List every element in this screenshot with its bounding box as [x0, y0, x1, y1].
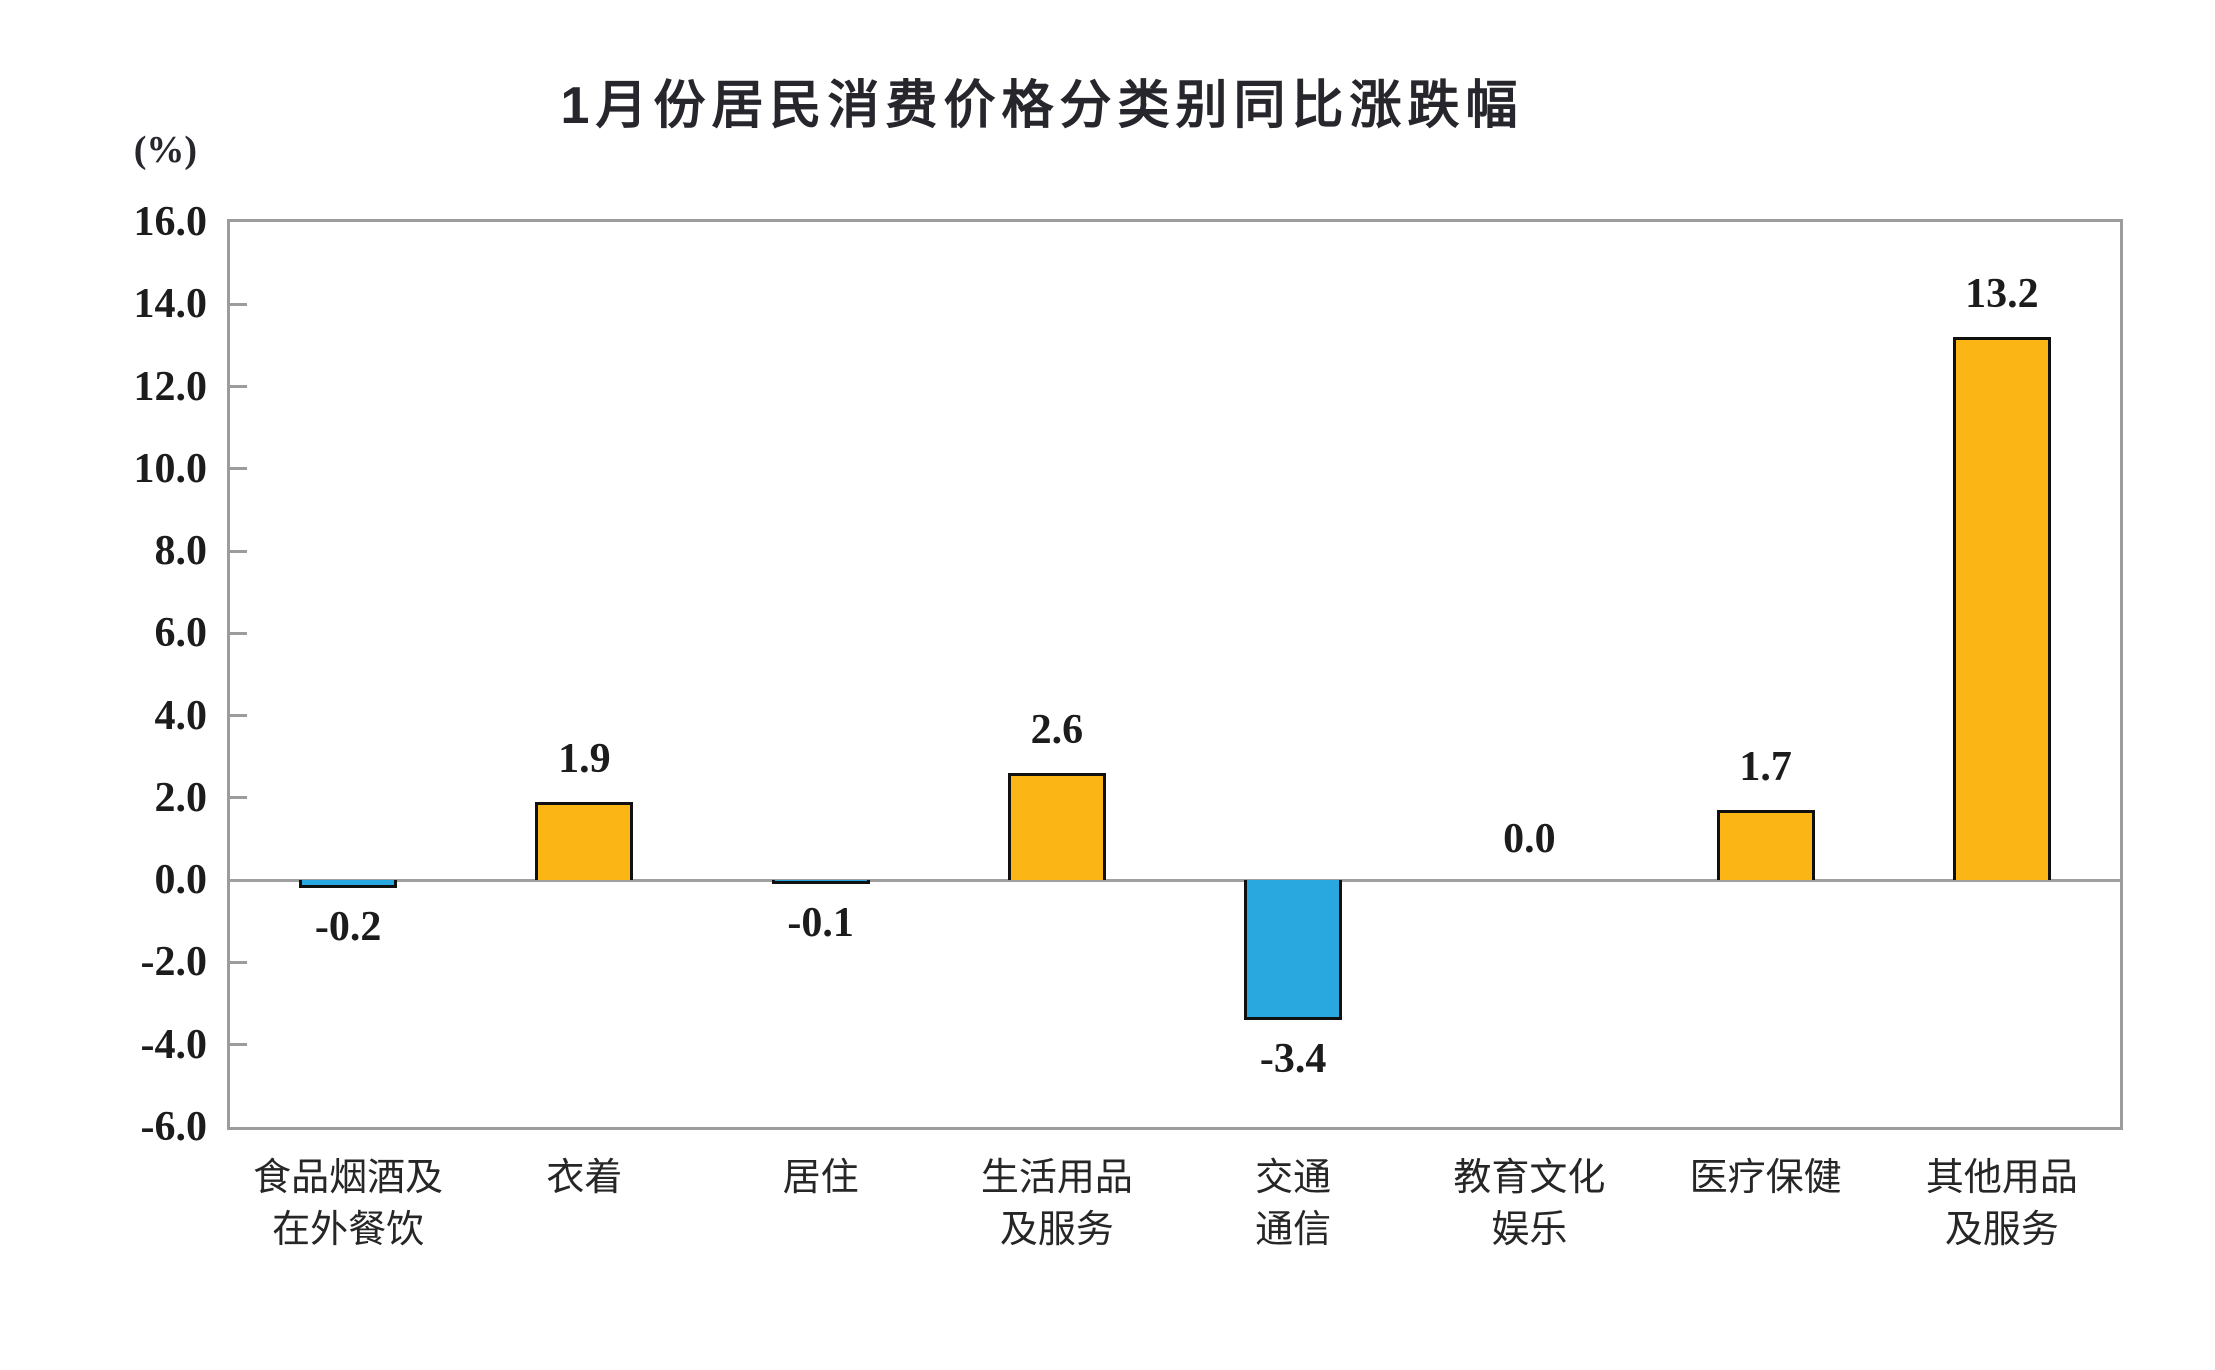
bar — [1716, 810, 1815, 881]
category-label: 教育文化 娱乐 — [1453, 1157, 1606, 1251]
plot-area: -0.2 1.9 -0.1 2.6 -3.4 0.0 1.7 13.2 — [227, 219, 2123, 1130]
y-axis-tick-label: 4.0 — [154, 692, 208, 739]
y-axis-tick-label: 10.0 — [133, 445, 208, 492]
y-axis-tick-mark — [230, 467, 247, 471]
bar — [1244, 880, 1343, 1021]
y-axis-tick-label: 14.0 — [133, 281, 208, 328]
y-axis-tick-label: -4.0 — [140, 1021, 208, 1068]
y-axis-tick-label: 6.0 — [154, 610, 208, 657]
y-axis-tick-mark — [230, 631, 247, 635]
y-axis-tick-label: 16.0 — [133, 199, 208, 245]
y-axis-tick-label: 0.0 — [154, 857, 208, 904]
y-axis-tick-label: 2.0 — [154, 774, 208, 821]
category-label: 交通 通信 — [1255, 1157, 1332, 1251]
zero-line — [230, 878, 2120, 882]
y-axis-tick-mark — [230, 385, 247, 389]
bar-value-label: 1.9 — [558, 736, 611, 783]
bar-value-label: 1.7 — [1739, 744, 1792, 791]
category-label: 医疗保健 — [1689, 1157, 1842, 1199]
bar — [771, 880, 870, 885]
y-axis-tick-label: -2.0 — [140, 939, 208, 986]
bar — [1007, 773, 1106, 881]
bar-value-label: 0.0 — [1503, 816, 1556, 863]
bar-value-label: -0.2 — [314, 904, 382, 951]
category-label: 衣着 — [546, 1157, 623, 1199]
y-axis-tick-mark — [230, 549, 247, 553]
category-label: 居住 — [782, 1157, 859, 1199]
y-axis-unit-label: (%) — [133, 129, 197, 171]
bar — [535, 802, 634, 881]
y-axis-tick-mark — [230, 796, 247, 800]
bar-value-label: -0.1 — [787, 900, 854, 947]
y-axis-tick-mark — [230, 714, 247, 718]
bar — [1952, 337, 2051, 881]
y-axis-tick-mark — [230, 960, 247, 964]
y-axis-tick-mark — [230, 302, 247, 306]
chart-title: 1月份居民消费价格分类别同比涨跌幅 — [560, 77, 1524, 135]
y-axis-tick-label: -6.0 — [140, 1104, 208, 1150]
y-axis-tick-label: 8.0 — [154, 528, 208, 575]
category-label: 其他用品 及服务 — [1925, 1157, 2078, 1251]
category-label: 食品烟酒及 在外餐饮 — [253, 1157, 444, 1251]
category-label: 生活用品 及服务 — [980, 1157, 1133, 1251]
bar-value-label: 2.6 — [1030, 707, 1084, 754]
bar-value-label: 13.2 — [1965, 271, 2039, 318]
y-axis-tick-mark — [230, 1043, 247, 1047]
bar-value-label: -3.4 — [1259, 1036, 1327, 1083]
bar — [299, 880, 398, 889]
y-axis-tick-label: 12.0 — [133, 363, 208, 410]
